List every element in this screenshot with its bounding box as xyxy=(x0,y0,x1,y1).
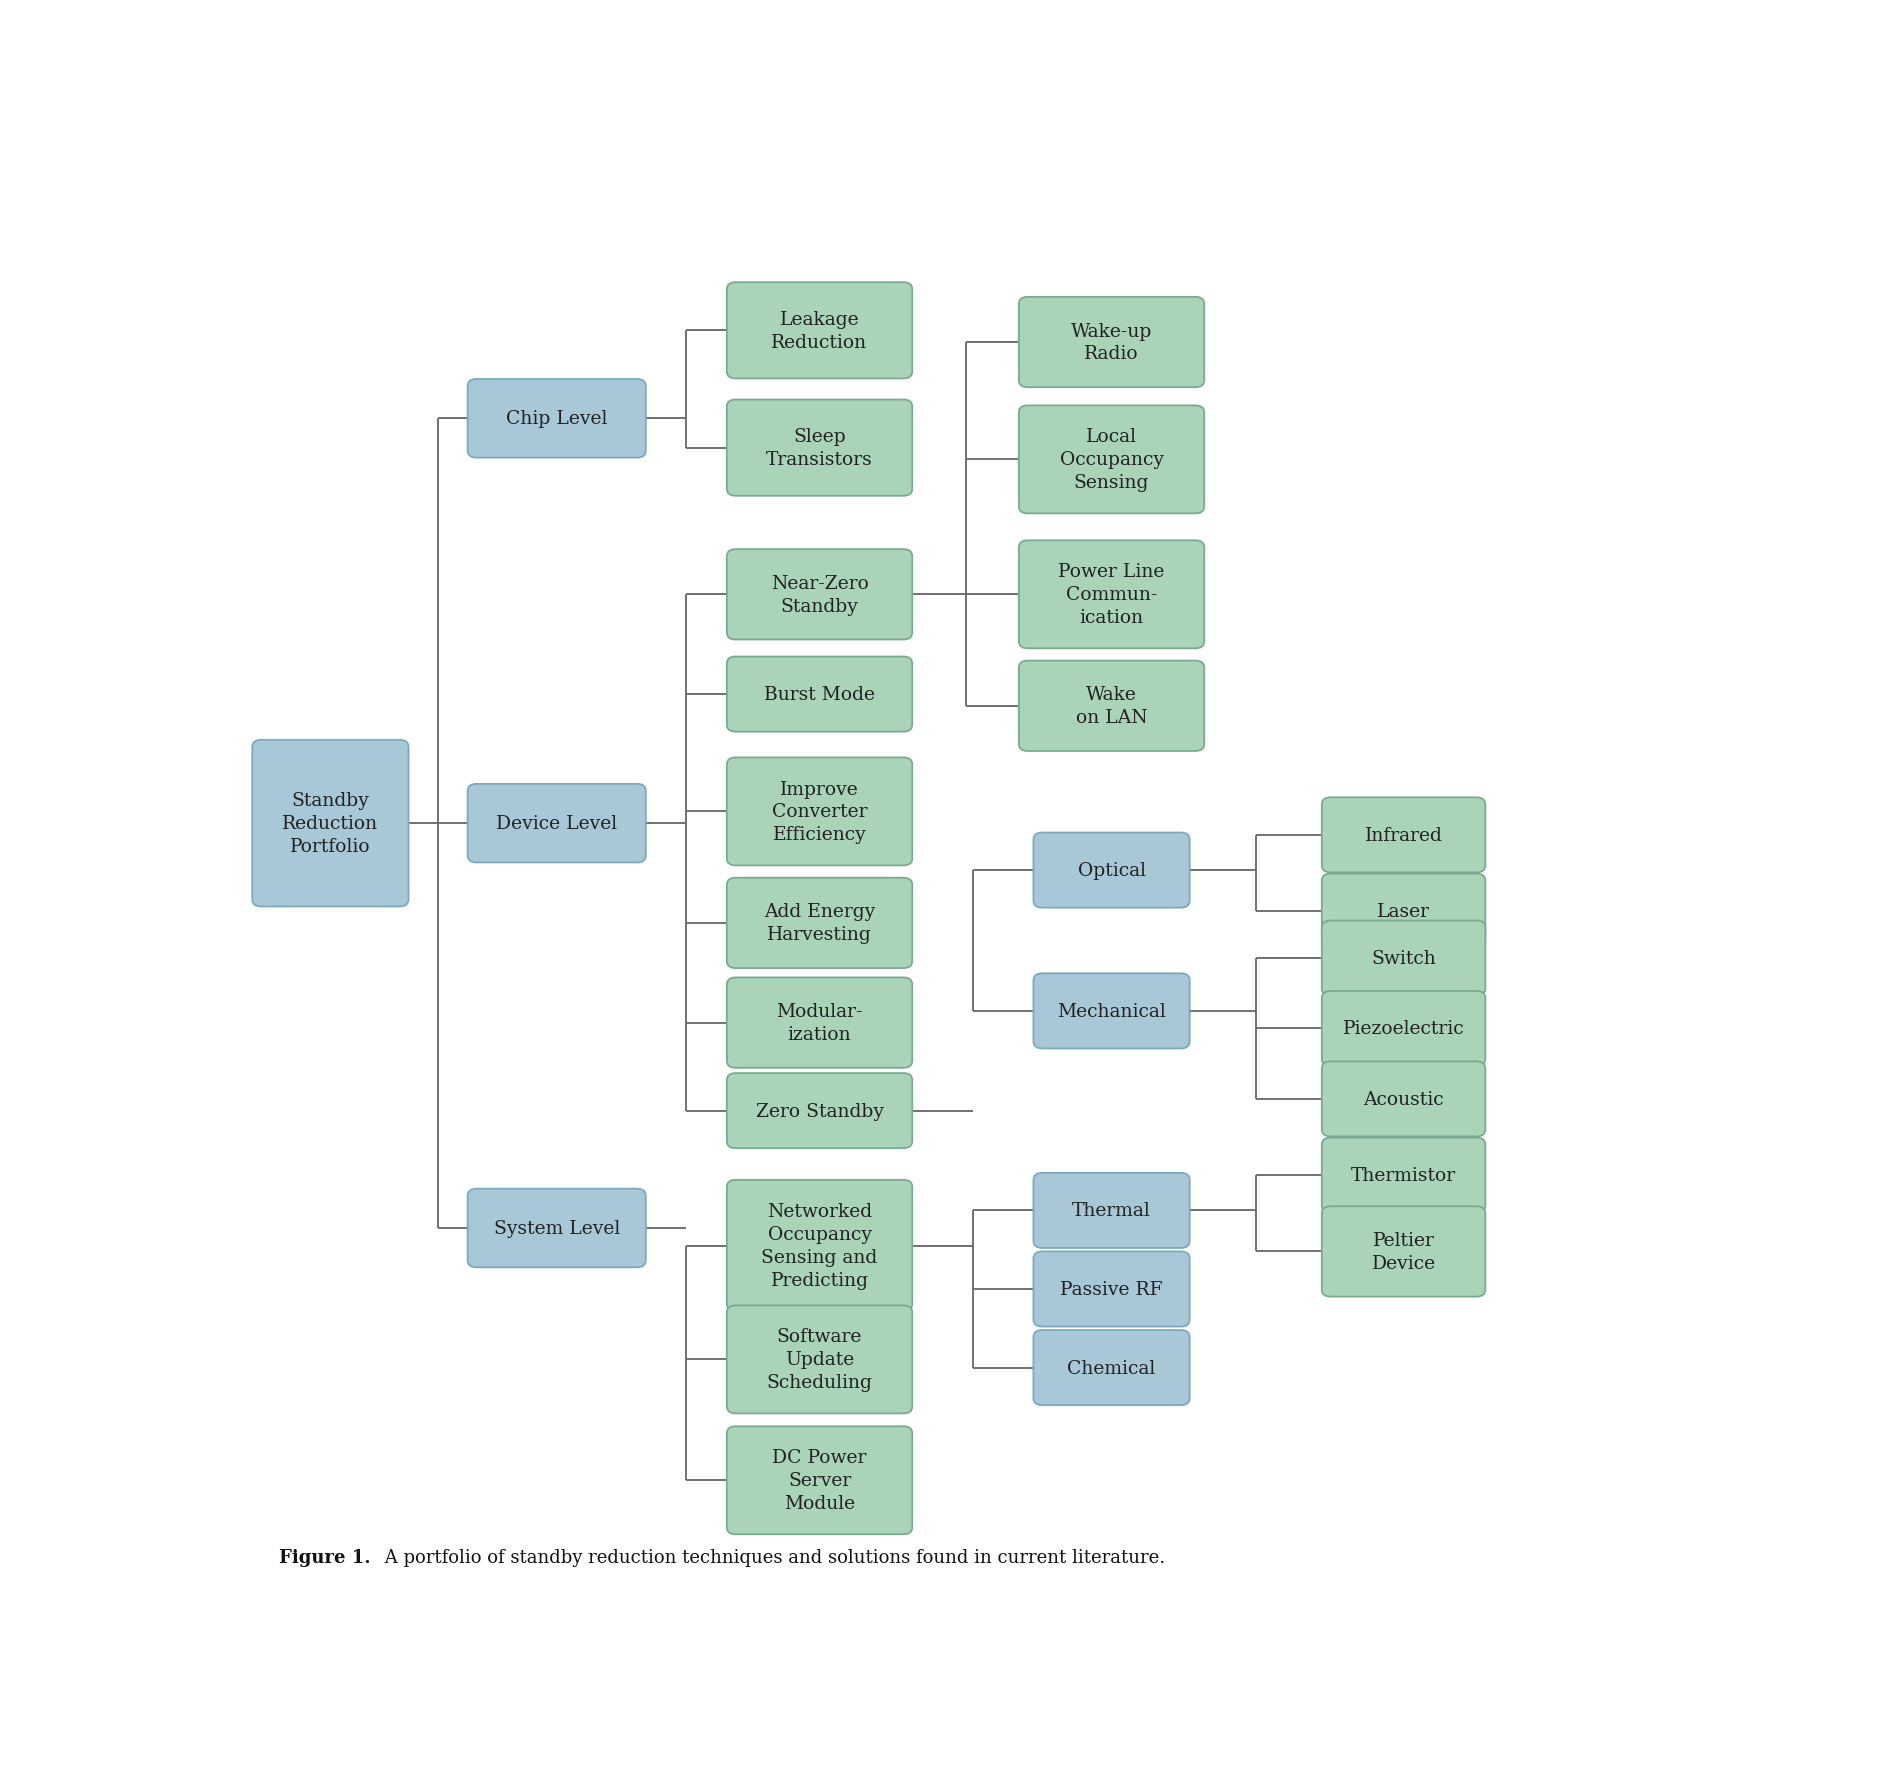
FancyBboxPatch shape xyxy=(1019,661,1204,752)
FancyBboxPatch shape xyxy=(1019,298,1204,388)
Text: DC Power
Server
Module: DC Power Server Module xyxy=(772,1449,867,1513)
Text: Thermal: Thermal xyxy=(1072,1201,1151,1219)
FancyBboxPatch shape xyxy=(1019,542,1204,649)
Text: Mechanical: Mechanical xyxy=(1057,1001,1166,1021)
Text: Power Line
Commun-
ication: Power Line Commun- ication xyxy=(1059,563,1164,627)
Text: Zero Standby: Zero Standby xyxy=(755,1101,884,1121)
Text: Laser: Laser xyxy=(1377,903,1430,921)
FancyBboxPatch shape xyxy=(727,1073,912,1149)
Text: Add Energy
Harvesting: Add Energy Harvesting xyxy=(763,903,876,944)
FancyBboxPatch shape xyxy=(1323,875,1485,950)
FancyBboxPatch shape xyxy=(1034,1331,1189,1406)
Text: Infrared: Infrared xyxy=(1364,827,1443,845)
Text: Sleep
Transistors: Sleep Transistors xyxy=(767,428,872,469)
FancyBboxPatch shape xyxy=(467,380,646,458)
Text: Switch: Switch xyxy=(1372,950,1436,968)
Text: Device Level: Device Level xyxy=(495,814,618,832)
FancyBboxPatch shape xyxy=(1034,973,1189,1050)
FancyBboxPatch shape xyxy=(727,551,912,640)
FancyBboxPatch shape xyxy=(727,658,912,732)
FancyBboxPatch shape xyxy=(1323,1206,1485,1297)
Text: Improve
Converter
Efficiency: Improve Converter Efficiency xyxy=(772,781,867,845)
Text: Standby
Reduction
Portfolio: Standby Reduction Portfolio xyxy=(283,791,379,855)
Text: Near-Zero
Standby: Near-Zero Standby xyxy=(771,574,869,615)
FancyBboxPatch shape xyxy=(727,757,912,866)
FancyBboxPatch shape xyxy=(1323,921,1485,996)
Text: Chip Level: Chip Level xyxy=(507,410,607,428)
Text: Optical: Optical xyxy=(1078,861,1145,880)
FancyBboxPatch shape xyxy=(1034,832,1189,909)
Text: Wake
on LAN: Wake on LAN xyxy=(1076,686,1147,727)
FancyBboxPatch shape xyxy=(1323,798,1485,873)
FancyBboxPatch shape xyxy=(727,1426,912,1534)
Text: Passive RF: Passive RF xyxy=(1061,1279,1162,1299)
Text: Figure 1.: Figure 1. xyxy=(279,1549,371,1566)
FancyBboxPatch shape xyxy=(1323,1139,1485,1214)
Text: Piezoelectric: Piezoelectric xyxy=(1343,1019,1464,1037)
Text: Acoustic: Acoustic xyxy=(1364,1091,1443,1108)
FancyBboxPatch shape xyxy=(1323,991,1485,1066)
FancyBboxPatch shape xyxy=(1019,406,1204,513)
FancyBboxPatch shape xyxy=(727,1180,912,1312)
FancyBboxPatch shape xyxy=(467,784,646,862)
Text: Thermistor: Thermistor xyxy=(1351,1167,1456,1185)
FancyBboxPatch shape xyxy=(727,1306,912,1413)
Text: Modular-
ization: Modular- ization xyxy=(776,1003,863,1044)
Text: Leakage
Reduction: Leakage Reduction xyxy=(771,310,869,351)
FancyBboxPatch shape xyxy=(727,283,912,380)
FancyBboxPatch shape xyxy=(727,978,912,1067)
Text: Peltier
Device: Peltier Device xyxy=(1372,1231,1436,1272)
FancyBboxPatch shape xyxy=(727,401,912,497)
Text: Wake-up
Radio: Wake-up Radio xyxy=(1070,323,1153,364)
FancyBboxPatch shape xyxy=(1034,1173,1189,1247)
Text: System Level: System Level xyxy=(494,1219,620,1237)
FancyBboxPatch shape xyxy=(727,879,912,969)
Text: A portfolio of standby reduction techniques and solutions found in current liter: A portfolio of standby reduction techniq… xyxy=(379,1549,1164,1566)
Text: Burst Mode: Burst Mode xyxy=(765,686,874,704)
Text: Networked
Occupancy
Sensing and
Predicting: Networked Occupancy Sensing and Predicti… xyxy=(761,1203,878,1288)
FancyBboxPatch shape xyxy=(252,740,409,907)
Text: Local
Occupancy
Sensing: Local Occupancy Sensing xyxy=(1059,428,1164,492)
Text: Chemical: Chemical xyxy=(1068,1360,1155,1377)
FancyBboxPatch shape xyxy=(467,1189,646,1267)
FancyBboxPatch shape xyxy=(1323,1062,1485,1137)
FancyBboxPatch shape xyxy=(1034,1251,1189,1328)
Text: Software
Update
Scheduling: Software Update Scheduling xyxy=(767,1328,872,1392)
